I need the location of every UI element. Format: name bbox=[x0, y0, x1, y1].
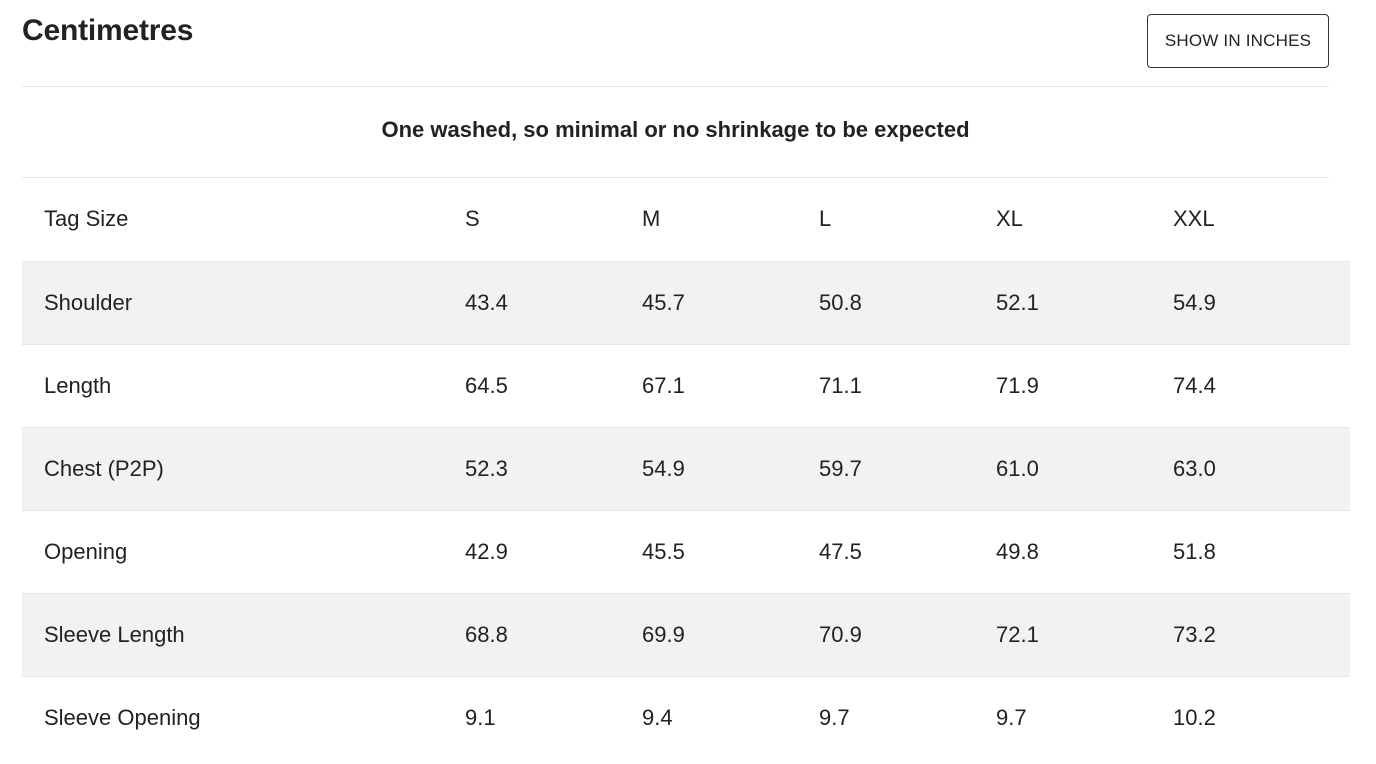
measurement-cell: 61.0 bbox=[996, 455, 1039, 481]
measurement-cell: 45.7 bbox=[642, 289, 685, 315]
measurement-cell: 51.8 bbox=[1173, 538, 1216, 564]
show-in-inches-button[interactable]: SHOW IN INCHES bbox=[1147, 14, 1329, 68]
measurement-cell: 9.7 bbox=[996, 704, 1027, 730]
measurement-cell: 68.8 bbox=[465, 621, 508, 647]
measurement-cell: 71.1 bbox=[819, 372, 862, 398]
row-label: Sleeve Opening bbox=[44, 704, 201, 730]
size-chart-header: Centimetres SHOW IN INCHES bbox=[22, 0, 1329, 87]
measurement-cell: 54.9 bbox=[1173, 289, 1216, 315]
unit-title: Centimetres bbox=[22, 14, 194, 47]
measurement-cell: 52.1 bbox=[996, 289, 1039, 315]
measurement-cell: 73.2 bbox=[1173, 621, 1216, 647]
measurement-cell: 67.1 bbox=[642, 372, 685, 398]
measurement-cell: 42.9 bbox=[465, 538, 508, 564]
size-header-xl: XL bbox=[996, 206, 1023, 232]
row-label: Opening bbox=[44, 538, 128, 564]
measurement-cell: 59.7 bbox=[819, 455, 862, 481]
measurement-cell: 52.3 bbox=[465, 455, 508, 481]
row-label: Sleeve Length bbox=[44, 621, 185, 647]
measurement-cell: 72.1 bbox=[996, 621, 1039, 647]
size-header-xxl: XXL bbox=[1173, 206, 1215, 232]
measurement-cell: 63.0 bbox=[1173, 455, 1216, 481]
measurement-cell: 71.9 bbox=[996, 372, 1039, 398]
table-row-opening: Opening 42.9 45.5 47.5 49.8 51.8 bbox=[22, 510, 1350, 593]
measurement-cell: 50.8 bbox=[819, 289, 862, 315]
table-row-length: Length 64.5 67.1 71.1 71.9 74.4 bbox=[22, 344, 1350, 427]
measurement-cell: 9.1 bbox=[465, 704, 496, 730]
row-label: Shoulder bbox=[44, 289, 133, 315]
size-header-l: L bbox=[819, 206, 832, 232]
measurement-cell: 74.4 bbox=[1173, 372, 1216, 398]
measurement-cell: 64.5 bbox=[465, 372, 508, 398]
measurement-cell: 70.9 bbox=[819, 621, 862, 647]
measurement-cell: 49.8 bbox=[996, 538, 1039, 564]
shrinkage-note: One washed, so minimal or no shrinkage t… bbox=[22, 87, 1329, 178]
measurement-cell: 69.9 bbox=[642, 621, 685, 647]
size-header-m: M bbox=[642, 206, 661, 232]
table-row-shoulder: Shoulder 43.4 45.7 50.8 52.1 54.9 bbox=[22, 261, 1350, 344]
measurement-cell: 9.7 bbox=[819, 704, 850, 730]
size-chart-panel: Centimetres SHOW IN INCHES One washed, s… bbox=[22, 0, 1350, 759]
measurement-cell: 10.2 bbox=[1173, 704, 1216, 730]
size-header-s: S bbox=[465, 206, 480, 232]
measurement-cell: 9.4 bbox=[642, 704, 673, 730]
tag-size-header: Tag Size bbox=[44, 206, 129, 232]
measurement-cell: 43.4 bbox=[465, 289, 508, 315]
measurement-cell: 54.9 bbox=[642, 455, 685, 481]
table-row-chest: Chest (P2P) 52.3 54.9 59.7 61.0 63.0 bbox=[22, 427, 1350, 510]
row-label: Chest (P2P) bbox=[44, 455, 164, 481]
measurement-cell: 45.5 bbox=[642, 538, 685, 564]
size-table: Tag Size S M L XL XXL Shoulder 43.4 45.7… bbox=[22, 178, 1350, 759]
measurement-cell: 47.5 bbox=[819, 538, 862, 564]
table-row-sleeve-length: Sleeve Length 68.8 69.9 70.9 72.1 73.2 bbox=[22, 593, 1350, 676]
table-row-sleeve-opening: Sleeve Opening 9.1 9.4 9.7 9.7 10.2 bbox=[22, 676, 1350, 759]
table-header-row: Tag Size S M L XL XXL bbox=[22, 178, 1350, 261]
row-label: Length bbox=[44, 372, 112, 398]
